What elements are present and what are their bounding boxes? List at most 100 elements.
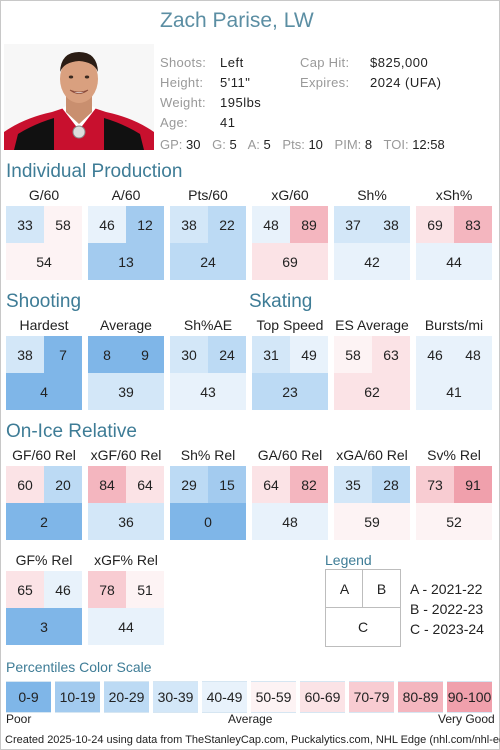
percentile-cell-b: 48 <box>454 336 492 373</box>
metric-block: 84 64 36 <box>88 466 164 540</box>
metric-block: 60 20 2 <box>6 466 82 540</box>
scale-swatch: 40-49 <box>202 681 247 713</box>
scale-label-poor: Poor <box>6 712 32 726</box>
legend-line-a: A - 2021-22 <box>410 581 483 597</box>
section-shooting: Shooting <box>6 291 82 312</box>
percentile-cell-a: 31 <box>252 336 290 373</box>
percentile-cell-a: 78 <box>88 571 126 608</box>
footer-credit: Created 2025-10-24 using data from TheSt… <box>5 734 500 746</box>
contract-value: 2024 (UFA) <box>370 75 442 90</box>
percentile-cell-a: 38 <box>170 206 208 243</box>
scale-swatch: 80-89 <box>398 681 443 713</box>
metric-header: xSh% <box>435 187 473 203</box>
metric-header: xG/60 <box>271 187 309 203</box>
percentile-cell-c: 39 <box>88 373 164 410</box>
metric-block: 69 83 44 <box>416 206 492 280</box>
percentile-cell-c: 3 <box>6 608 82 645</box>
percentile-cell-a: 60 <box>6 466 44 503</box>
percentile-cell-b: 64 <box>126 466 164 503</box>
percentile-cell-a: 29 <box>170 466 208 503</box>
percentile-cell-a: 58 <box>334 336 372 373</box>
percentile-cell-b: 38 <box>372 206 410 243</box>
metric-header: G/60 <box>28 187 60 203</box>
scale-swatch: 30-39 <box>153 681 198 713</box>
legend-title: Legend <box>325 552 372 568</box>
stat-value: 5 <box>263 137 271 152</box>
bio-row: Weight: 195lbs <box>160 95 300 111</box>
metric-block: 31 49 23 <box>252 336 328 410</box>
contract-row: Expires: 2024 (UFA) <box>300 75 490 91</box>
contract-key: Expires: <box>300 75 350 90</box>
percentile-cell-a: 37 <box>334 206 372 243</box>
stat-key: G: <box>212 137 226 152</box>
percentile-cell-a: 30 <box>170 336 208 373</box>
legend-box-c: C <box>325 607 401 647</box>
scale-label-very-good: Very Good <box>438 712 495 726</box>
bio-key: Shoots: <box>160 55 207 70</box>
stat-key: TOI: <box>383 137 409 152</box>
stat-value: 10 <box>308 137 323 152</box>
bio-block: Shoots: Left Height: 5'11" Weight: 195lb… <box>160 55 300 135</box>
metric-header: Sh% <box>357 187 387 203</box>
scale-swatch: 0-9 <box>6 681 51 713</box>
stat-key: GP: <box>160 137 183 152</box>
percentile-cell-c: 69 <box>252 243 328 280</box>
percentile-cell-c: 59 <box>334 503 410 540</box>
percentile-cell-c: 52 <box>416 503 492 540</box>
metric-header: Sh%AE <box>183 317 233 333</box>
bio-key: Age: <box>160 115 188 130</box>
percentile-cell-a: 46 <box>416 336 454 373</box>
stat-value: 5 <box>229 137 237 152</box>
metric-header: xGF% Rel <box>94 552 158 568</box>
scale-swatch: 60-69 <box>300 681 345 713</box>
metric-block: 8 9 39 <box>88 336 164 410</box>
percentile-cell-b: 12 <box>126 206 164 243</box>
metric-header: ES Average <box>335 317 409 333</box>
metric-header: GF% Rel <box>15 552 73 568</box>
percentile-cell-b: 24 <box>208 336 246 373</box>
stat-value: 12:58 <box>412 137 445 152</box>
percentile-cell-b: 89 <box>290 206 328 243</box>
percentile-cell-c: 36 <box>88 503 164 540</box>
player-name: Zach Parise, LW <box>160 9 314 32</box>
percentile-cell-a: 33 <box>6 206 44 243</box>
percentile-cell-c: 24 <box>170 243 246 280</box>
percentile-cell-b: 15 <box>208 466 246 503</box>
bio-value: Left <box>220 55 244 70</box>
scale-swatch: 10-19 <box>55 681 100 713</box>
percentile-cell-c: 41 <box>416 373 492 410</box>
percentile-cell-c: 62 <box>334 373 410 410</box>
metric-header: GA/60 Rel <box>257 447 323 463</box>
legend-line-c: C - 2023-24 <box>410 621 484 637</box>
percentile-cell-b: 91 <box>454 466 492 503</box>
section-individual-production: Individual Production <box>6 161 183 182</box>
metric-header: GF/60 Rel <box>12 447 76 463</box>
metric-block: 33 58 54 <box>6 206 82 280</box>
percentile-cell-b: 83 <box>454 206 492 243</box>
contract-block: Cap Hit: $825,000 Expires: 2024 (UFA) <box>300 55 490 95</box>
metric-block: 58 63 62 <box>334 336 410 410</box>
scale-swatch: 50-59 <box>251 681 296 713</box>
percentile-cell-a: 35 <box>334 466 372 503</box>
metric-header: xGA/60 Rel <box>336 447 408 463</box>
percentile-cell-c: 0 <box>170 503 246 540</box>
metric-block: 38 22 24 <box>170 206 246 280</box>
metric-block: 65 46 3 <box>6 571 82 645</box>
metric-header: Hardest <box>19 317 69 333</box>
percentile-cell-b: 9 <box>126 336 164 373</box>
bio-value: 5'11" <box>220 75 251 90</box>
percentile-cell-b: 7 <box>44 336 82 373</box>
contract-key: Cap Hit: <box>300 55 350 70</box>
stat-value: 30 <box>186 137 201 152</box>
metric-block: 37 38 42 <box>334 206 410 280</box>
percentile-cell-b: 51 <box>126 571 164 608</box>
percentile-cell-a: 8 <box>88 336 126 373</box>
percentile-cell-a: 69 <box>416 206 454 243</box>
percentile-cell-b: 49 <box>290 336 328 373</box>
metric-block: 29 15 0 <box>170 466 246 540</box>
percentile-cell-c: 44 <box>88 608 164 645</box>
legend-box-a: A <box>325 569 364 608</box>
stat-key: A: <box>247 137 260 152</box>
stat-value: 8 <box>364 137 373 152</box>
metric-block: 78 51 44 <box>88 571 164 645</box>
